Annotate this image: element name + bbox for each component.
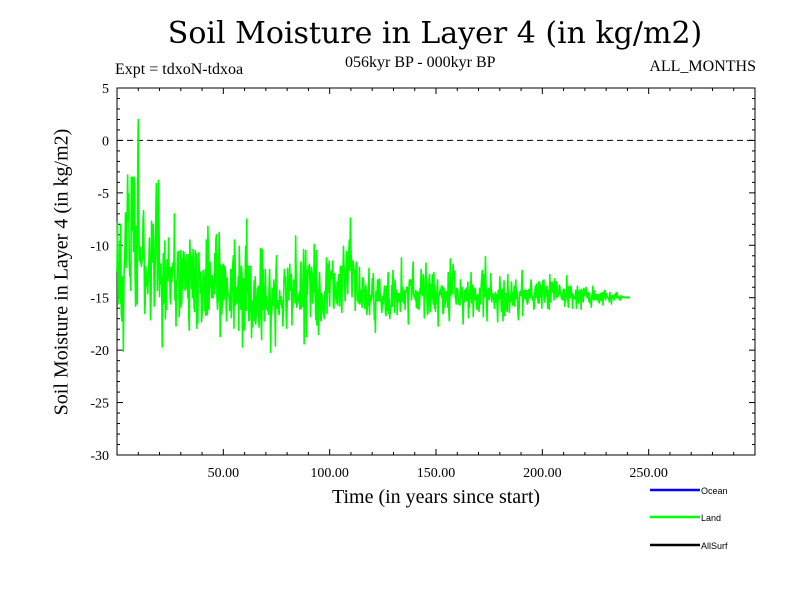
months-label: ALL_MONTHS xyxy=(649,58,756,75)
x-tick-label: 100.00 xyxy=(310,466,349,481)
x-tick-label: 150.00 xyxy=(417,466,456,481)
y-tick-label: -30 xyxy=(90,449,109,464)
legend-label-ocean: Ocean xyxy=(701,486,728,496)
y-tick-label: -5 xyxy=(97,187,109,202)
x-axis-label: Time (in years since start) xyxy=(331,486,541,508)
time-range-label: 056kyr BP - 000kyr BP xyxy=(345,54,496,71)
y-tick-label: -20 xyxy=(90,344,109,359)
chart-title: Soil Moisture in Layer 4 (in kg/m2) xyxy=(167,16,703,51)
experiment-label: Expt = tdxoN-tdxoa xyxy=(115,61,244,78)
legend-label-land: Land xyxy=(701,513,721,523)
x-tick-label: 50.00 xyxy=(208,466,240,481)
y-tick-label: -15 xyxy=(90,292,109,307)
y-tick-label: -10 xyxy=(90,239,109,254)
plot-frame xyxy=(116,87,756,456)
legend-label-allsurf: AllSurf xyxy=(701,541,728,551)
y-tick-label: 0 xyxy=(102,134,109,149)
x-tick-label: 200.00 xyxy=(523,466,562,481)
x-tick-label: 250.00 xyxy=(629,466,668,481)
y-tick-label: -25 xyxy=(90,397,109,412)
y-tick-label: 5 xyxy=(102,82,109,97)
series-line-land xyxy=(116,118,631,354)
